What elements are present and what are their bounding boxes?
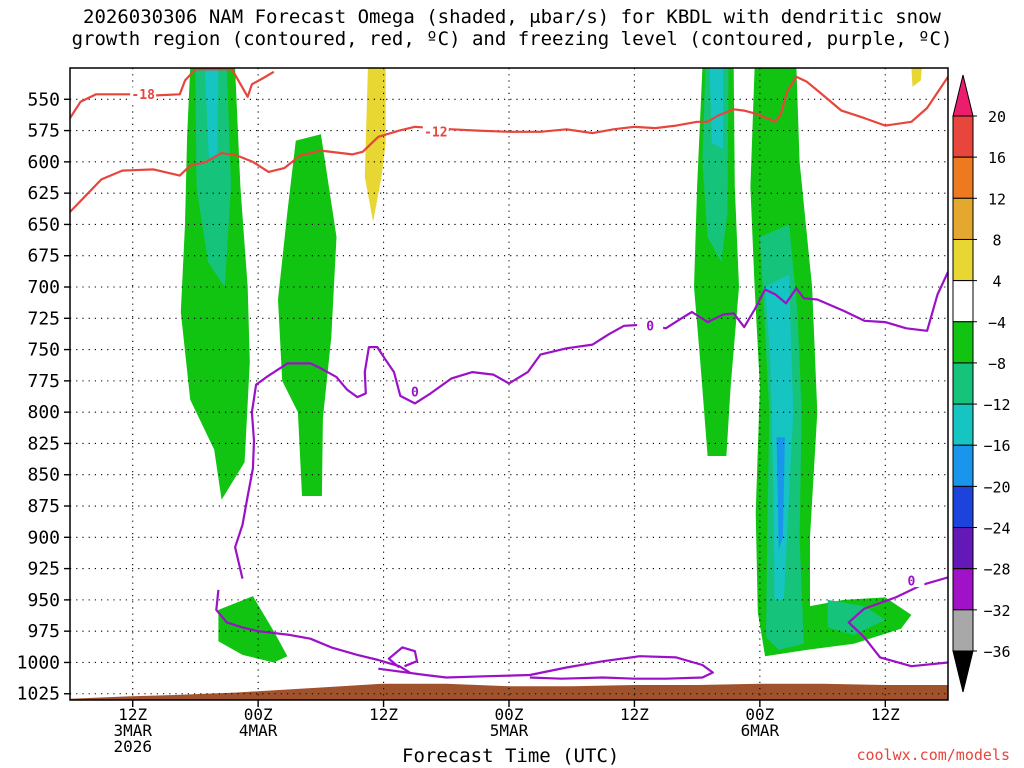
omega-shading-layer: [180, 68, 922, 663]
colorbar-swatch-4: [952, 280, 974, 323]
omega-region-3: [278, 134, 337, 497]
colorbar-swatch-11: [952, 568, 974, 611]
x-tick-label-42-0: 00Z: [495, 705, 524, 724]
x-tick-label-66-0: 00Z: [745, 705, 774, 724]
colorbar-label-9: −20: [983, 478, 1010, 496]
y-tick-label-1025: 1025: [17, 684, 60, 705]
colorbar-swatch-3: [952, 238, 974, 282]
freezing-contour-line-3: [378, 655, 714, 680]
colorbar-label-8: −16: [983, 437, 1010, 455]
colorbar-label-12: −32: [983, 602, 1010, 620]
y-tick-label-550: 550: [27, 89, 60, 110]
dgz-contour-label-bg-0: [130, 87, 157, 101]
freezing-contour-line-4: [387, 646, 419, 669]
freezing-contour-line-1: [234, 271, 948, 579]
y-tick-label-900: 900: [27, 527, 60, 548]
colorbar-swatch-12: [952, 609, 974, 652]
x-tick-label-42-1: 5MAR: [490, 721, 529, 740]
y-tick-label-825: 825: [27, 433, 60, 454]
dgz-contour-label-0: -18: [131, 88, 155, 103]
y-tick-label-675: 675: [27, 246, 60, 267]
dgz-contour-label-1: -12: [424, 125, 447, 140]
colorbar-label-6: −8: [988, 355, 1006, 373]
y-tick-label-950: 950: [27, 590, 60, 611]
x-tick-label-66-1: 6MAR: [741, 721, 780, 740]
x-axis-label: Forecast Time (UTC): [402, 745, 620, 767]
y-tick-label-925: 925: [27, 559, 60, 580]
freezing-contour-label-bg-1: [637, 318, 664, 332]
colorbar-label-10: −24: [983, 520, 1010, 538]
colorbar-label-5: −4: [988, 314, 1006, 332]
y-tick-label-650: 650: [27, 214, 60, 235]
chart-title-line2: growth region (contoured, red, ºC) and f…: [71, 28, 953, 50]
dgz-contour-line-0: [70, 68, 275, 119]
ground-surface-layer: [70, 683, 948, 700]
contour-layer: -18 -12 0 0 0: [70, 68, 948, 680]
omega-region-8: [709, 68, 724, 150]
colorbar-swatch-5: [952, 321, 974, 364]
x-tick-label-6-0: 12Z: [118, 705, 147, 724]
colorbar-label-13: −36: [983, 643, 1010, 661]
y-tick-label-600: 600: [27, 152, 60, 173]
dgz-contour-line-1: [70, 75, 948, 213]
colorbar-label-0: 20: [988, 108, 1006, 126]
omega-region-14: [911, 68, 922, 87]
colorbar-swatch-10: [952, 527, 974, 570]
freezing-contour-label-0: 0: [411, 386, 419, 401]
omega-region-2: [204, 68, 219, 162]
colorbar-label-7: −12: [983, 396, 1010, 414]
gridlines: [70, 68, 948, 700]
omega-region-1: [195, 68, 231, 287]
x-tick-label-30-0: 12Z: [369, 705, 398, 724]
freezing-contour-label-1: 0: [646, 319, 654, 334]
y-tick-label-575: 575: [27, 121, 60, 142]
y-axis-pressure: 550 575 600 625 650 675 700 725 750 775 800 825 850 8…: [17, 89, 70, 705]
colorbar-label-4: 4: [992, 273, 1001, 291]
omega-region-5: [364, 68, 386, 222]
colorbar-label-1: 16: [988, 149, 1006, 167]
x-tick-label-54-0: 12Z: [620, 705, 649, 724]
omega-region-12: [776, 437, 785, 550]
x-tick-label-78-0: 12Z: [871, 705, 900, 724]
omega-colorbar: 20 16 12 8 4 −4 −8 −12 −16 −20 −24 −28 −32 −36: [952, 74, 1011, 693]
colorbar-swatch-2: [952, 197, 974, 240]
colorbar-swatch-0: [952, 115, 974, 158]
colorbar-top-arrow: [952, 74, 974, 117]
y-tick-label-725: 725: [27, 308, 60, 329]
freezing-contour-line-0: [215, 589, 411, 674]
colorbar-swatch-1: [952, 156, 974, 199]
y-tick-label-850: 850: [27, 465, 60, 486]
y-tick-label-800: 800: [27, 402, 60, 423]
y-tick-label-975: 975: [27, 621, 60, 642]
colorbar-label-2: 12: [988, 190, 1006, 208]
y-tick-label-700: 700: [27, 277, 60, 298]
dgz-contour-label-bg-1: [422, 124, 449, 138]
source-credit: coolwx.com/models: [856, 746, 1010, 764]
y-tick-label-1000: 1000: [17, 652, 60, 673]
ground-surface: [70, 683, 948, 700]
colorbar-label-11: −28: [983, 561, 1010, 579]
colorbar-swatch-6: [952, 362, 974, 405]
y-tick-label-750: 750: [27, 340, 60, 361]
x-tick-label-6-1: 3MAR: [113, 721, 152, 740]
x-tick-label-18-1: 4MAR: [239, 721, 278, 740]
omega-region-13: [827, 599, 886, 635]
chart-title-line1: 2026030306 NAM Forecast Omega (shaded, μ…: [83, 6, 941, 28]
freezing-contour-label-bg-2: [898, 574, 925, 588]
x-tick-label-6-2: 2026: [113, 737, 152, 756]
freezing-contour-label-bg-0: [401, 385, 428, 399]
colorbar-bottom-arrow: [952, 650, 974, 693]
colorbar-swatch-7: [952, 403, 974, 446]
colorbar-swatch-8: [952, 444, 974, 487]
y-tick-label-625: 625: [27, 183, 60, 204]
colorbar-swatch-9: [952, 485, 974, 529]
y-tick-label-875: 875: [27, 496, 60, 517]
x-tick-label-18-0: 00Z: [244, 705, 273, 724]
freezing-contour-line-2: [847, 576, 948, 668]
colorbar-label-3: 8: [992, 231, 1001, 249]
y-tick-label-775: 775: [27, 371, 60, 392]
freezing-contour-label-2: 0: [908, 575, 916, 590]
